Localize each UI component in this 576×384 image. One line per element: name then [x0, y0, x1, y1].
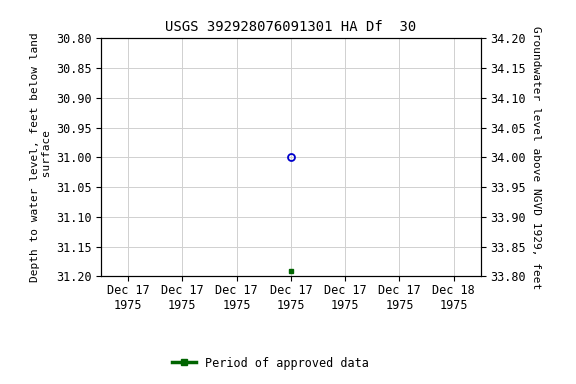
Y-axis label: Depth to water level, feet below land
 surface: Depth to water level, feet below land su…	[31, 33, 52, 282]
Legend: Period of approved data: Period of approved data	[168, 352, 374, 374]
Y-axis label: Groundwater level above NGVD 1929, feet: Groundwater level above NGVD 1929, feet	[531, 26, 541, 289]
Title: USGS 392928076091301 HA Df  30: USGS 392928076091301 HA Df 30	[165, 20, 416, 35]
